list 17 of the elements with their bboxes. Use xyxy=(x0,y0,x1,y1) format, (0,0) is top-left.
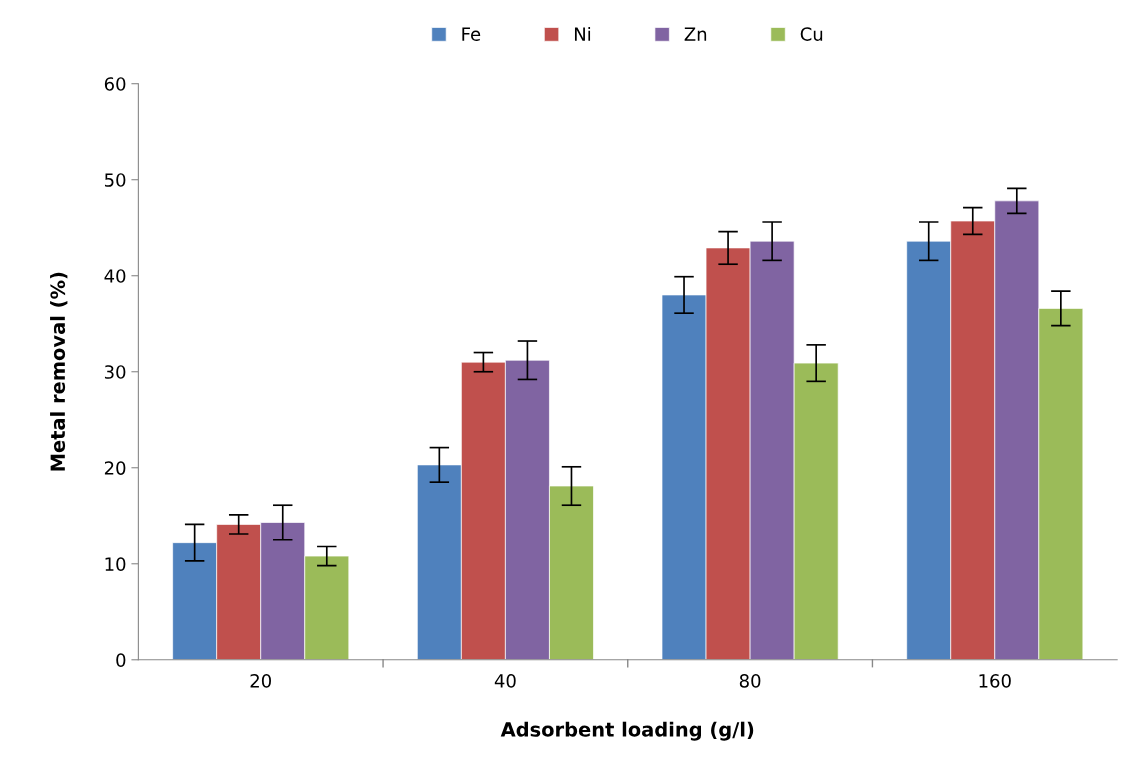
x-tick-label: 20 xyxy=(250,673,272,688)
legend-label: Cu xyxy=(800,27,823,41)
x-tick-label: 160 xyxy=(979,673,1011,688)
y-tick-label: 40 xyxy=(104,269,126,283)
y-tick-label: 50 xyxy=(104,173,126,187)
legend-label: Fe xyxy=(462,27,481,41)
y-tick-label: 30 xyxy=(104,365,126,379)
y-tick-label: 0 xyxy=(116,653,126,667)
legend-label: Zn xyxy=(684,27,707,41)
x-tick-label: 40 xyxy=(494,673,516,688)
x-axis-title: Adsorbent loading (g/l) xyxy=(500,721,754,741)
y-tick-label: 10 xyxy=(105,557,126,571)
y-tick-label: 20 xyxy=(104,461,126,475)
x-tick-label: 80 xyxy=(739,673,761,688)
y-axis-title: Metal removal (%) xyxy=(50,272,68,471)
legend-label: Ni xyxy=(574,26,591,41)
y-tick-label: 60 xyxy=(104,77,126,91)
